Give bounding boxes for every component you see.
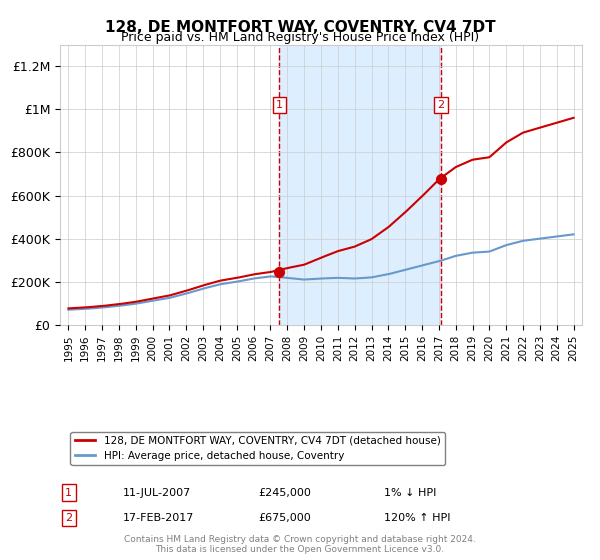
- Text: 1: 1: [65, 488, 72, 498]
- Text: £675,000: £675,000: [259, 513, 311, 523]
- Text: 17-FEB-2017: 17-FEB-2017: [122, 513, 194, 523]
- Bar: [280, 45, 441, 325]
- Text: 1: 1: [276, 100, 283, 110]
- Text: 11-JUL-2007: 11-JUL-2007: [122, 488, 191, 498]
- Text: Contains HM Land Registry data © Crown copyright and database right 2024.
This d: Contains HM Land Registry data © Crown c…: [124, 535, 476, 554]
- Legend: 128, DE MONTFORT WAY, COVENTRY, CV4 7DT (detached house), HPI: Average price, de: 128, DE MONTFORT WAY, COVENTRY, CV4 7DT …: [70, 432, 445, 465]
- Text: £245,000: £245,000: [259, 488, 311, 498]
- Text: 120% ↑ HPI: 120% ↑ HPI: [383, 513, 450, 523]
- Text: 2: 2: [65, 513, 73, 523]
- Text: 2: 2: [437, 100, 445, 110]
- Text: 128, DE MONTFORT WAY, COVENTRY, CV4 7DT: 128, DE MONTFORT WAY, COVENTRY, CV4 7DT: [104, 20, 496, 35]
- Text: 1% ↓ HPI: 1% ↓ HPI: [383, 488, 436, 498]
- Text: Price paid vs. HM Land Registry's House Price Index (HPI): Price paid vs. HM Land Registry's House …: [121, 31, 479, 44]
